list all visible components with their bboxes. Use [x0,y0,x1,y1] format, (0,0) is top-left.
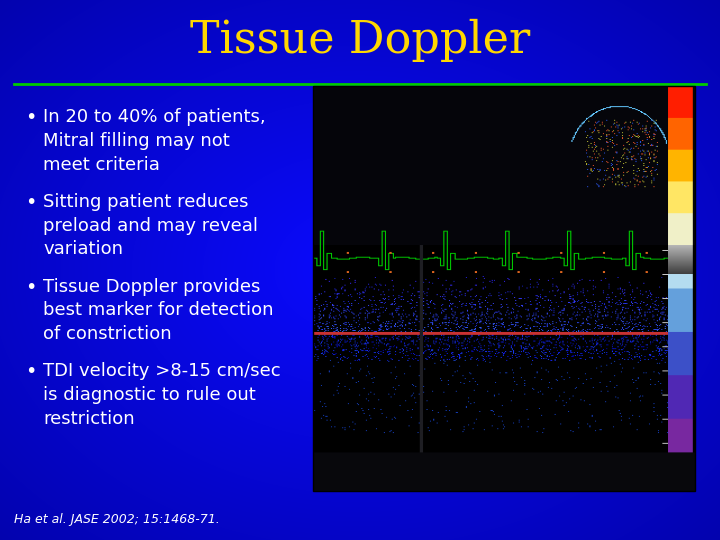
Text: In 20 to 40% of patients,: In 20 to 40% of patients, [43,108,266,126]
Text: Tissue Doppler: Tissue Doppler [190,19,530,62]
Bar [313,86,695,491]
Text: Tissue Doppler provides: Tissue Doppler provides [43,278,261,295]
Text: TDI velocity >8-15 cm/sec: TDI velocity >8-15 cm/sec [43,362,281,380]
Text: of constriction: of constriction [43,325,172,343]
Text: •: • [25,362,37,381]
Text: best marker for detection: best marker for detection [43,301,274,319]
Text: preload and may reveal: preload and may reveal [43,217,258,234]
Text: restriction: restriction [43,410,135,428]
Text: is diagnostic to rule out: is diagnostic to rule out [43,386,256,404]
Text: meet criteria: meet criteria [43,156,160,173]
Text: variation: variation [43,240,123,258]
Text: Mitral filling may not: Mitral filling may not [43,132,230,150]
Text: •: • [25,193,37,212]
Text: •: • [25,108,37,127]
Text: Sitting patient reduces: Sitting patient reduces [43,193,248,211]
Text: •: • [25,278,37,296]
Text: Ha et al. JASE 2002; 15:1468-71.: Ha et al. JASE 2002; 15:1468-71. [14,514,220,526]
